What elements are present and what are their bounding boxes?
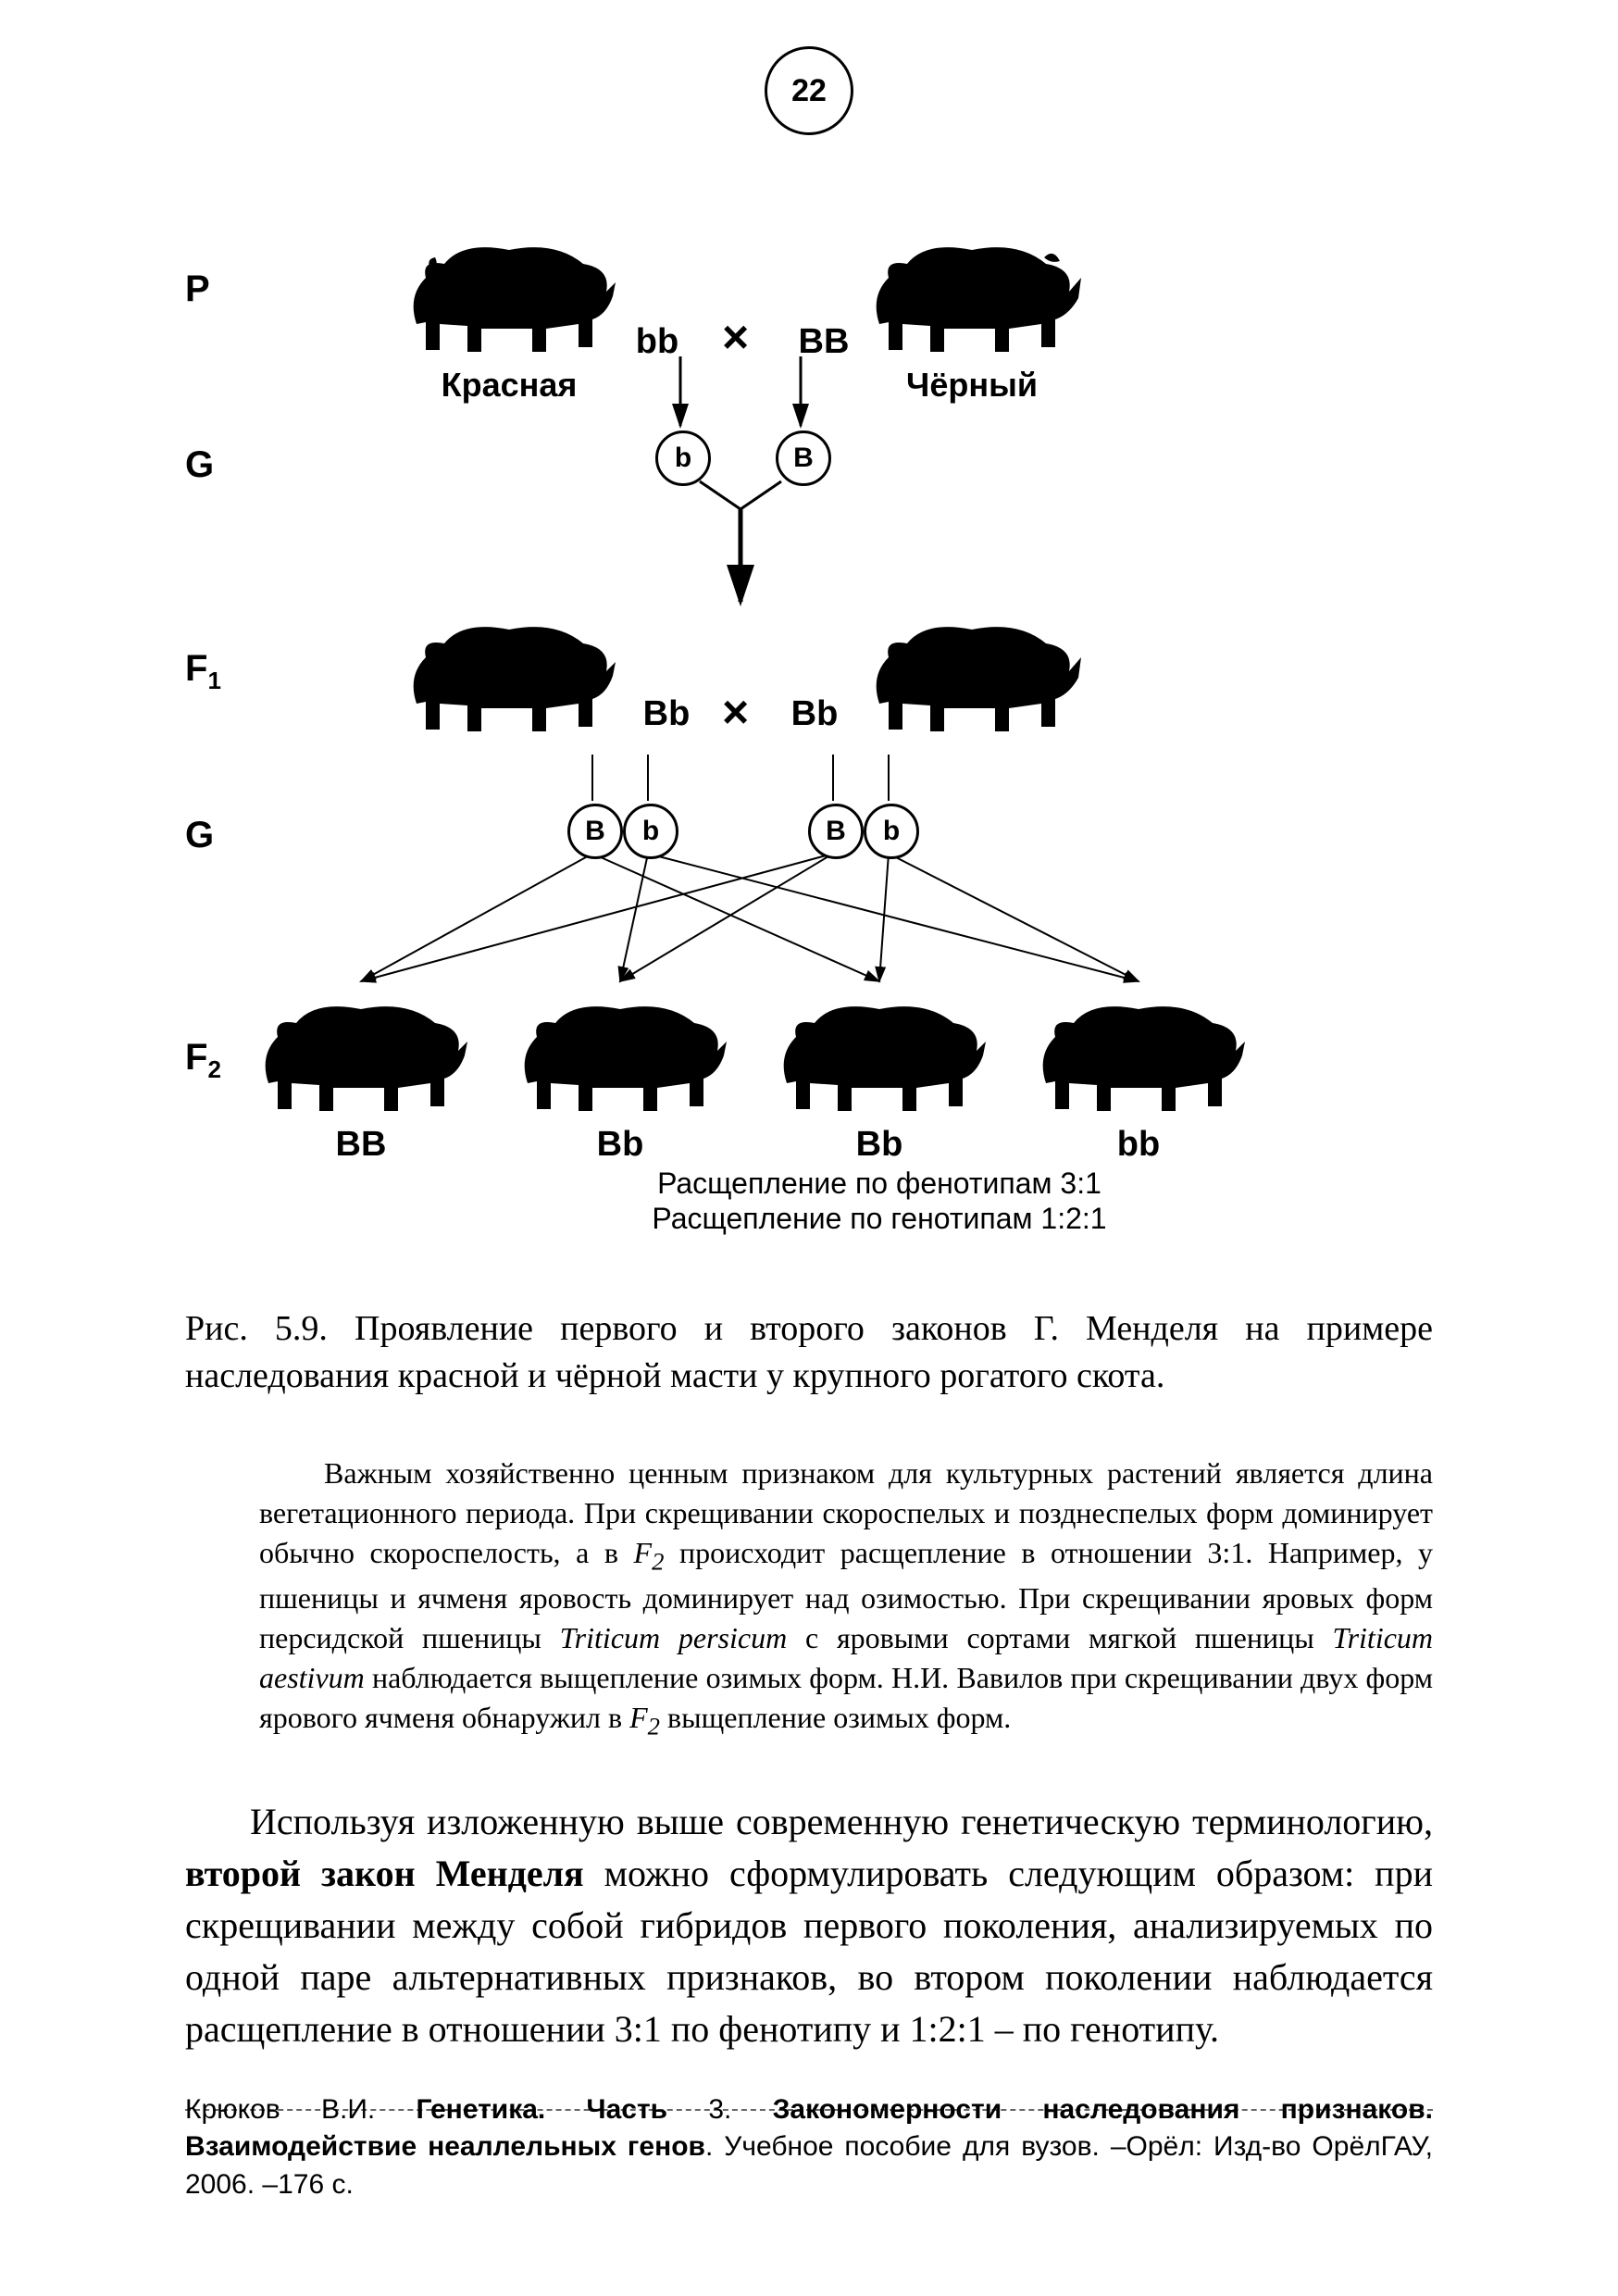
row-label-F1-sub: 1: [207, 667, 220, 694]
gamete-F1-a: B: [567, 804, 623, 859]
row-label-F1: F1: [185, 648, 221, 695]
cow-F1-left-icon: [398, 602, 620, 741]
page-number: 22: [765, 46, 853, 135]
row-label-F2-main: F: [185, 1037, 207, 1078]
geno-F2-4: bb: [1027, 1125, 1250, 1165]
cow-F2-4-icon: [1027, 981, 1250, 1120]
cross-F1: ×: [722, 685, 749, 739]
para-small-seg5: выщепление озимых форм.: [660, 1701, 1011, 1734]
row-label-F2-sub: 2: [207, 1055, 220, 1083]
caption-body: Проявление первого и второго законов Г. …: [185, 1309, 1433, 1395]
cow-black-icon: [861, 222, 1083, 361]
para-small-F2a: F2: [634, 1536, 665, 1569]
gamete-F1-b-label: b: [642, 816, 659, 847]
caption-prefix: Рис. 5.9.: [185, 1309, 355, 1348]
geno-P-left: bb: [629, 322, 685, 362]
gamete-F1-b: b: [623, 804, 678, 859]
cow-F1-right-icon: [861, 602, 1083, 741]
footer-b1: Генетика. Часть: [417, 2094, 668, 2125]
gamete-F1-d: b: [864, 804, 919, 859]
geno-F1-right: Bb: [787, 694, 842, 734]
gamete-F1-d-label: b: [883, 816, 900, 847]
name-red: Красная: [398, 366, 620, 405]
cross-P: ×: [722, 310, 749, 364]
gamete-F1-c-label: B: [826, 816, 846, 847]
footer-citation: Крюков В.И. Генетика. Часть 3. Закономер…: [185, 2091, 1433, 2204]
split-geno: Расщепление по генотипам 1:2:1: [509, 1202, 1250, 1236]
cow-F2-2-icon: [509, 981, 731, 1120]
footer-seg1: Крюков В.И.: [185, 2094, 417, 2125]
name-black: Чёрный: [861, 366, 1083, 405]
split-pheno: Расщепление по фенотипам 3:1: [509, 1167, 1250, 1201]
para-small-F2a-main: F: [634, 1536, 653, 1569]
geno-F2-3: Bb: [768, 1125, 990, 1165]
row-label-F1-main: F: [185, 648, 207, 689]
cow-red-icon: [398, 222, 620, 361]
row-label-G1: G: [185, 444, 214, 486]
gamete-P-b-label: b: [675, 443, 691, 474]
geno-F1-left: Bb: [639, 694, 694, 734]
gamete-P-B-label: B: [793, 443, 814, 474]
para-small-F2a-sub: 2: [652, 1548, 664, 1576]
paragraph-small: Важным хозяйственно ценным признаком для…: [259, 1454, 1433, 1743]
page: 22: [0, 0, 1618, 2296]
gamete-F1-a-label: B: [585, 816, 605, 847]
row-label-P: P: [185, 268, 210, 310]
row-label-G2: G: [185, 815, 214, 856]
geno-F2-2: Bb: [509, 1125, 731, 1165]
paragraph-big: Используя изложенную выше современную ге…: [185, 1796, 1433, 2055]
para-small-F2b-main: F: [629, 1701, 648, 1734]
para-small-F2b: F2: [629, 1701, 660, 1734]
para-small-it1: Triticum persicum: [560, 1621, 788, 1654]
para-big-bold: второй закон Менделя: [185, 1853, 584, 1894]
cow-F2-1-icon: [250, 981, 472, 1120]
row-label-F2: F2: [185, 1037, 221, 1084]
para-small-F2b-sub: 2: [648, 1713, 660, 1741]
geno-F2-1: BB: [250, 1125, 472, 1165]
footer-seg2: 3.: [667, 2094, 773, 2125]
figure-caption: Рис. 5.9. Проявление первого и второго з…: [185, 1305, 1433, 1401]
geno-P-right: BB: [796, 322, 852, 362]
para-big-seg1: Используя изложенную выше современную ге…: [250, 1801, 1433, 1842]
mendel-diagram: P G F1 G F2 bb BB × Красная Чёрный b B B…: [185, 213, 1435, 1250]
para-small-seg3: с яровыми сортами мягкой пшеницы: [787, 1621, 1332, 1654]
gamete-P-b: b: [655, 430, 711, 486]
cow-F2-3-icon: [768, 981, 990, 1120]
gamete-F1-c: B: [808, 804, 864, 859]
page-number-value: 22: [791, 73, 827, 109]
gamete-P-B: B: [776, 430, 831, 486]
